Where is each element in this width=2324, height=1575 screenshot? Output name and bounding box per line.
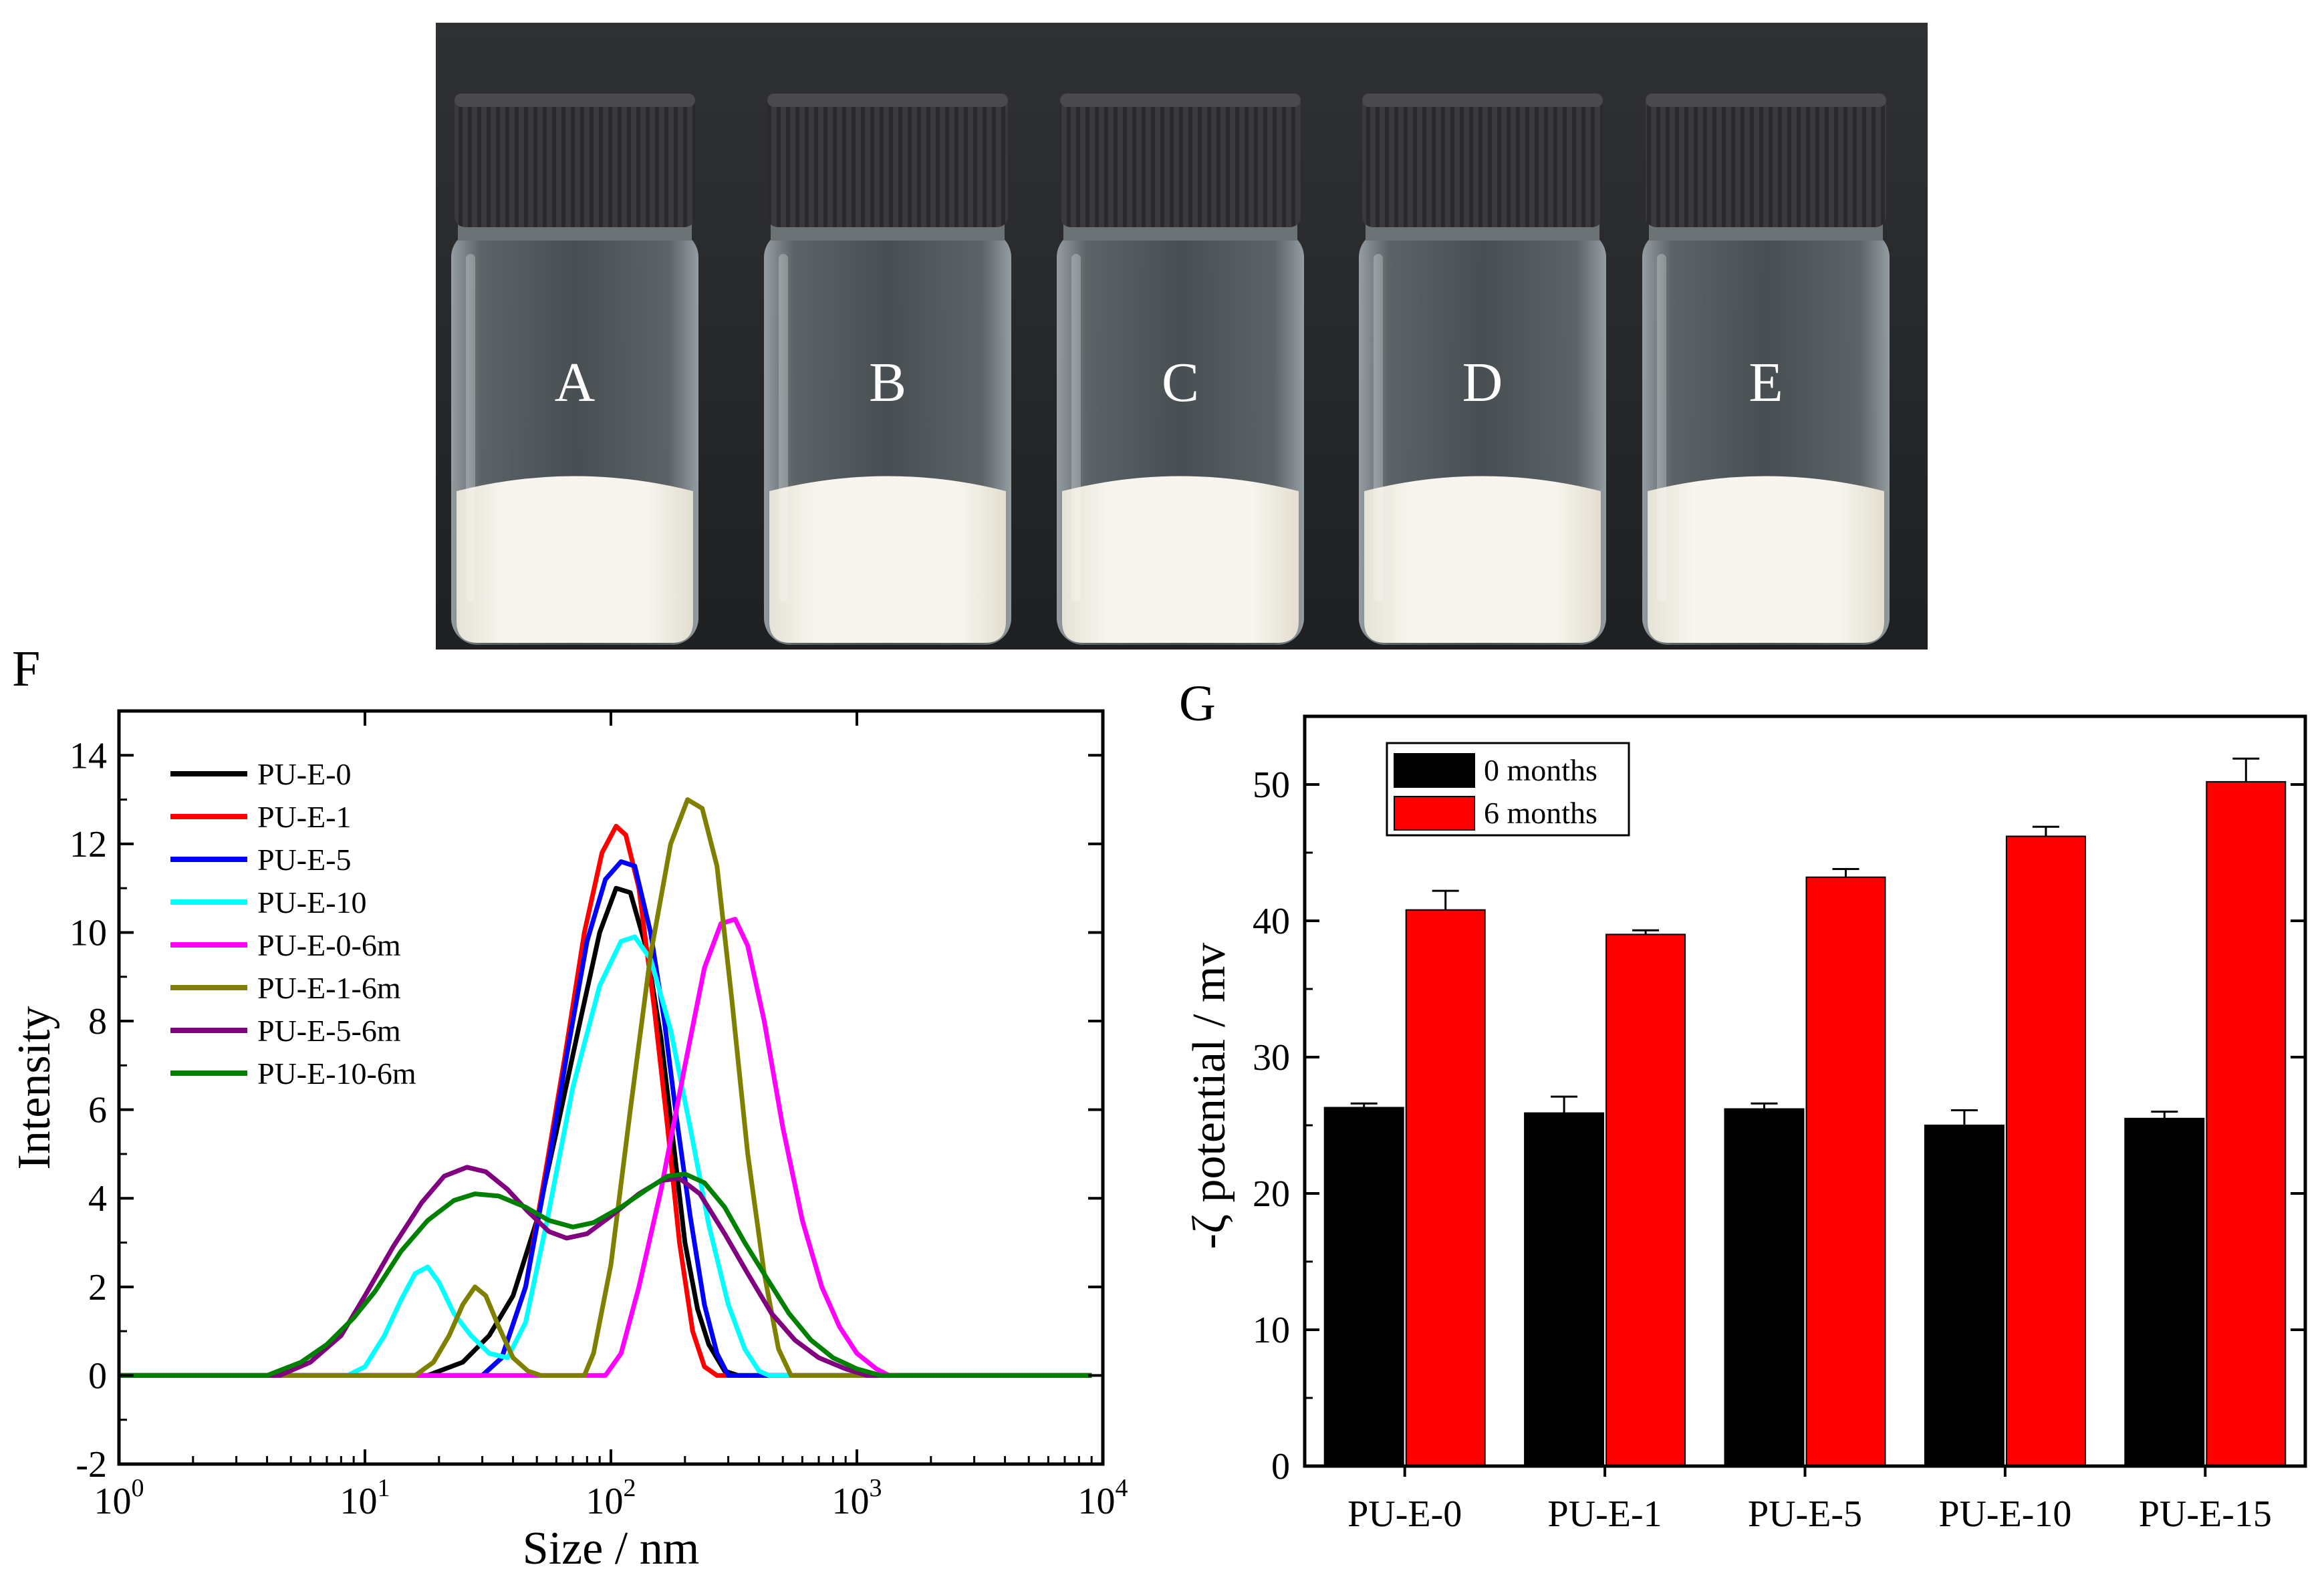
y-tick-label-f: 6 — [88, 1090, 107, 1131]
vial-emulsion — [769, 476, 1006, 643]
vial-emulsion — [1062, 476, 1299, 643]
bar-pu-e-5-0 — [1724, 1108, 1805, 1467]
vial-label-b: B — [869, 351, 906, 414]
bar-pu-e-0-1 — [1405, 909, 1486, 1467]
vials-photo: A B C D E — [436, 23, 1928, 650]
vial-label-e: E — [1749, 351, 1783, 414]
x-tick-label-g: PU-E-1 — [1548, 1493, 1662, 1535]
vial-cap-top — [1646, 94, 1886, 107]
vial-cap-top — [1060, 94, 1301, 107]
x-tick-label-g: PU-E-0 — [1347, 1493, 1462, 1535]
legend-label-f: PU-E-1 — [257, 800, 352, 834]
series-line-pu-e-10-6m — [119, 1171, 1092, 1378]
vial-highlight — [1657, 254, 1666, 601]
series-line-pu-e-0 — [119, 885, 1092, 1378]
y-tick-label-f: 10 — [70, 912, 107, 954]
vial-cap — [455, 94, 695, 227]
bar-pu-e-1-0 — [1524, 1112, 1605, 1467]
x-tick-label-f: 100 — [94, 1474, 144, 1522]
vial-emulsion — [457, 476, 693, 643]
vial-cap — [767, 94, 1008, 227]
vial-d: D — [1359, 94, 1606, 645]
legend-label-f: PU-E-10-6m — [257, 1056, 416, 1091]
vial-cap-top — [455, 94, 695, 107]
series-line-pu-e-1-6m — [119, 797, 1092, 1378]
vial-emulsion — [1648, 476, 1884, 643]
chart-g-zeta-potential: PU-E-0 PU-E-1 PU-E-5 PU-E-10 PU-E-15 0 10 20 30 4… — [1184, 714, 2307, 1535]
y-tick-label-g: 40 — [1253, 901, 1290, 942]
y-tick-label-g: 50 — [1253, 764, 1290, 806]
bar-pu-e-15-1 — [2206, 780, 2287, 1467]
y-tick-label-f: 4 — [88, 1178, 107, 1220]
legend-swatch-g — [1394, 796, 1475, 831]
legend-label-f: PU-E-10 — [257, 885, 367, 919]
y-tick-label-f: 0 — [88, 1355, 107, 1397]
bar-pu-e-5-1 — [1805, 876, 1886, 1467]
y-axis-label-g: -ζ potential / mv — [1184, 943, 1235, 1250]
series-line-pu-e-5 — [119, 859, 1092, 1378]
vial-highlight — [466, 254, 475, 601]
x-tick-label-g: PU-E-15 — [2139, 1493, 2272, 1535]
bar-pu-e-10-0 — [1924, 1125, 2005, 1467]
vial-label-d: D — [1462, 351, 1503, 414]
y-tick-label-f: 2 — [88, 1267, 107, 1308]
x-tick-label-f: 102 — [586, 1474, 636, 1522]
vial-a: A — [451, 94, 698, 645]
series-line-pu-e-5-6m — [119, 1165, 1092, 1378]
chart-f-size-distribution: 100 101 102 103 104 -2 0 2 4 6 8 10 12 14 PU-E-0 PU-E-… — [9, 709, 1128, 1574]
y-tick-label-g: 20 — [1253, 1173, 1290, 1215]
bar-pu-e-10-1 — [2005, 835, 2086, 1467]
vial-b: B — [764, 94, 1011, 645]
panel-label-g: G — [1179, 676, 1216, 732]
y-tick-label-g: 10 — [1253, 1310, 1290, 1351]
legend-label-f: PU-E-1-6m — [257, 971, 401, 1005]
x-tick-label-f: 104 — [1078, 1474, 1128, 1522]
vial-highlight — [1374, 254, 1383, 601]
vial-cap — [1060, 94, 1301, 227]
legend-label-f: PU-E-0 — [257, 757, 352, 791]
vial-label-a: A — [555, 351, 596, 414]
bar-pu-e-0-0 — [1323, 1107, 1404, 1467]
vial-highlight — [1071, 254, 1081, 601]
y-tick-label-f: 14 — [70, 735, 107, 776]
vial-highlight — [779, 254, 788, 601]
legend-label-g: 6 months — [1484, 796, 1597, 830]
legend-label-f: PU-E-5-6m — [257, 1014, 401, 1048]
vial-e: E — [1642, 94, 1890, 645]
bar-pu-e-1-1 — [1605, 934, 1686, 1467]
vial-cap — [1362, 94, 1603, 227]
series-line-pu-e-0-6m — [119, 917, 1092, 1378]
legend-swatch-g — [1394, 753, 1475, 788]
y-axis-label-f: Intensity — [9, 1006, 60, 1170]
vial-cap-top — [1362, 94, 1603, 107]
vial-emulsion — [1364, 476, 1601, 643]
y-tick-label-g: 0 — [1271, 1446, 1290, 1487]
vial-cap-top — [767, 94, 1008, 107]
x-tick-label-f: 101 — [340, 1474, 390, 1522]
panel-label-f: F — [12, 641, 41, 697]
x-tick-label-f: 103 — [832, 1474, 882, 1522]
y-tick-label-f: -2 — [76, 1444, 107, 1485]
legend-label-f: PU-E-5 — [257, 843, 352, 877]
x-tick-label-g: PU-E-5 — [1748, 1493, 1862, 1535]
x-axis-label-f: Size / nm — [523, 1523, 699, 1574]
vial-label-c: C — [1162, 351, 1199, 414]
vial-c: C — [1057, 94, 1304, 645]
y-tick-label-f: 8 — [88, 1001, 107, 1042]
y-tick-label-f: 12 — [70, 824, 107, 865]
x-tick-label-g: PU-E-10 — [1938, 1493, 2071, 1535]
vial-cap — [1646, 94, 1886, 227]
legend-label-f: PU-E-0-6m — [257, 928, 401, 962]
y-tick-label-g: 30 — [1253, 1037, 1290, 1079]
legend-label-g: 0 months — [1484, 753, 1597, 787]
bar-pu-e-15-0 — [2124, 1117, 2205, 1467]
